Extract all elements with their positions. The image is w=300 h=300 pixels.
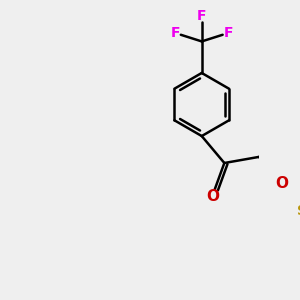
Text: F: F — [170, 26, 180, 40]
Text: Si: Si — [297, 204, 300, 218]
Text: O: O — [275, 176, 288, 191]
Text: F: F — [224, 26, 233, 40]
Text: O: O — [206, 189, 219, 204]
Text: F: F — [197, 9, 206, 23]
